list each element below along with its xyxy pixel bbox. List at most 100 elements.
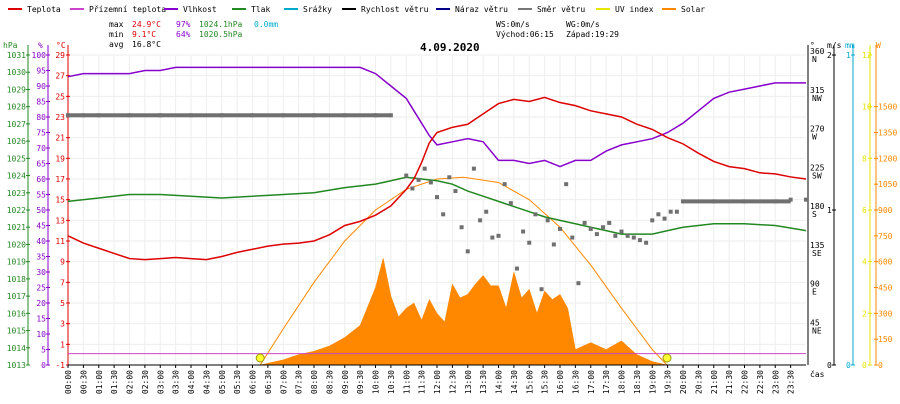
axis-humidity-label-8: 60 [36, 175, 46, 184]
axis-uv-label-6: 0 [862, 361, 867, 370]
axis-humidity-label-11: 45 [36, 222, 46, 231]
wind-dir-point-15 [416, 177, 421, 182]
axis-pressure-label-13: 1018 [7, 275, 26, 284]
legend-label-2: Vlhkost [183, 5, 217, 14]
wind-dir-point-39 [564, 182, 569, 187]
wind-dir-point-23 [465, 249, 470, 254]
x-tick-label-32: 16:00 [556, 370, 565, 394]
wind-dir-point-28 [496, 233, 501, 238]
x-tick-label-39: 19:30 [664, 370, 673, 394]
axis-pressure-label-7: 1024 [7, 172, 26, 181]
axis-temperature-label-13: 3 [60, 320, 65, 329]
x-tick-label-11: 05:30 [233, 370, 242, 394]
axis-direction-dir-6: E [812, 288, 817, 297]
x-tick-label-10: 05:00 [218, 370, 227, 394]
unit-hpa: hPa [3, 41, 18, 50]
axis-temperature-label-5: 19 [55, 154, 65, 163]
axis-pressure-label-2: 1029 [7, 85, 26, 94]
axis-temperature-label-9: 11 [55, 237, 65, 246]
wind-dir-point-22 [459, 225, 464, 230]
wind-dir-point-40 [570, 235, 575, 240]
x-tick-label-18: 09:00 [341, 370, 350, 394]
wind-dir-point-17 [428, 180, 433, 185]
axis-direction-deg-1: 315 [810, 86, 825, 95]
axis-solar-label-0: 1500 [878, 103, 897, 112]
axis-humidity-label-7: 65 [36, 160, 46, 169]
axis-wind-label-1: 1 [827, 206, 832, 215]
unit-time: čas [810, 369, 825, 379]
axis-solar-label-8: 300 [878, 309, 893, 318]
axis-pressure-label-8: 1023 [7, 189, 26, 198]
unit-watt: W [876, 41, 881, 50]
wind-dir-point-24 [471, 166, 476, 171]
series-humidity-line [67, 66, 806, 168]
x-tick-label-19: 09:30 [356, 370, 365, 394]
legend-label-1: Přízemní teplota [89, 5, 166, 14]
wind-dir-point-18 [435, 195, 439, 200]
wind-dir-point-56 [668, 209, 673, 214]
stats-avg-label: avg [109, 40, 124, 49]
axis-direction-deg-3: 225 [810, 163, 825, 172]
axis-temperature-label-10: 9 [60, 258, 65, 267]
axis-humidity-label-3: 85 [36, 98, 46, 107]
x-tick-label-22: 11:00 [402, 370, 411, 394]
axis-direction-deg-4: 180 [810, 202, 825, 211]
x-tick-label-46: 23:00 [771, 370, 780, 394]
wind-dir-segment-morning [68, 113, 391, 118]
axis-temperature-label-1: 27 [55, 72, 65, 81]
wind-dir-point-38 [558, 226, 562, 231]
axis-pressure-label-18: 1013 [7, 361, 26, 370]
x-tick-label-2: 01:00 [95, 370, 104, 394]
x-axis: 00:00 00:30 01:00 01:30 02:00 02:30 03:00 03:30… [64, 364, 806, 394]
x-tick-label-9: 04:30 [202, 370, 211, 394]
x-tick-label-0: 00:00 [64, 370, 73, 394]
wind-dir-point-29 [502, 182, 507, 187]
axis-temperature-label-6: 17 [55, 175, 65, 184]
axis-pressure-label-5: 1026 [7, 137, 26, 146]
wind-dir-point-63 [804, 197, 808, 202]
axis-humidity-label-17: 15 [36, 315, 46, 324]
x-tick-label-44: 22:00 [741, 370, 750, 394]
wind-dir-point-16 [422, 166, 427, 171]
stats-min-press: 1020.5hPa [199, 30, 243, 39]
axis-pressure-label-4: 1027 [7, 120, 26, 129]
stats-max-temp: 24.9°C [132, 20, 161, 29]
x-tick-label-1: 00:30 [79, 370, 88, 394]
axis-humidity-label-9: 55 [36, 191, 46, 200]
sun-marker-1 [662, 353, 672, 363]
axes: 1031103010291028102710261025102410231022… [7, 45, 897, 370]
x-tick-label-36: 18:00 [618, 370, 627, 394]
series-solar-area [260, 258, 668, 366]
x-tick-label-28: 14:00 [495, 370, 504, 394]
wind-dir-point-57 [674, 209, 679, 214]
axis-temperature-label-2: 25 [55, 92, 65, 101]
stats-min-hum: 64% [176, 30, 191, 39]
axis-solar-label-1: 1350 [878, 129, 897, 138]
x-tick-label-33: 16:30 [571, 370, 580, 394]
x-tick-label-5: 02:30 [141, 370, 150, 394]
wind-dir-point-21 [453, 189, 458, 194]
axis-humidity-label-4: 80 [36, 113, 46, 122]
x-tick-label-14: 07:00 [279, 370, 288, 394]
axis-rain-label-1: 0 [846, 361, 851, 370]
axis-pressure-label-14: 1017 [7, 292, 26, 301]
x-tick-label-40: 20:00 [679, 370, 688, 394]
stats-max-rain: 0.0mm [254, 20, 278, 29]
x-tick-label-42: 21:00 [710, 370, 719, 394]
axis-wind-label-2: 0 [827, 361, 832, 370]
legend-label-8: UV index [615, 5, 654, 14]
unit-percent: % [38, 41, 43, 50]
wind-dir-point-20 [447, 175, 452, 180]
wind-dir-point-45 [601, 225, 606, 230]
axis-uv-label-3: 6 [862, 206, 867, 215]
wind-dir-point-37 [551, 242, 556, 247]
axis-pressure-label-16: 1015 [7, 327, 26, 336]
axis-solar-label-3: 1050 [878, 180, 897, 189]
wind-dir-point-42 [582, 220, 587, 225]
x-tick-label-16: 08:00 [310, 370, 319, 394]
wind-dir-point-49 [625, 233, 630, 238]
axis-temperature-label-12: 5 [60, 299, 65, 308]
wind-dir-point-27 [490, 235, 495, 240]
legend: Teplota Přízemní teplota Vlhkost Tlak Srážky… [8, 5, 705, 14]
axis-direction-deg-0: 360 [810, 47, 825, 56]
